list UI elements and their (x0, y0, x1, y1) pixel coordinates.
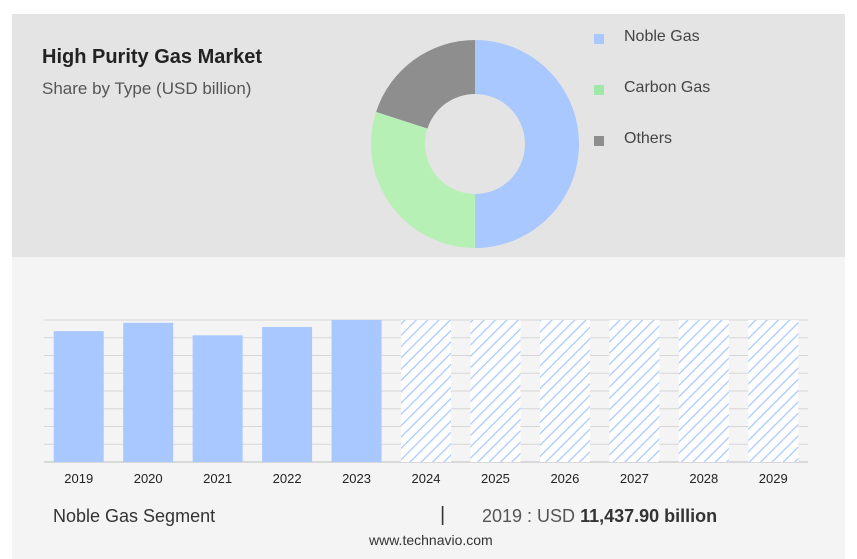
donut-slice-noble-gas[interactable] (475, 40, 579, 248)
source-url[interactable]: www.technavio.com (369, 532, 493, 548)
bar-2020[interactable] (123, 322, 174, 462)
x-tick-2020: 2020 (134, 471, 163, 486)
bar-2019[interactable] (53, 331, 104, 462)
donut-slice-carbon-gas[interactable] (370, 111, 475, 248)
segment-label: Noble Gas Segment (53, 506, 216, 526)
legend-label-carbon-gas: Carbon Gas (624, 79, 711, 96)
chart-title: High Purity Gas Market (42, 46, 263, 68)
x-tick-2023: 2023 (342, 471, 371, 486)
legend-swatch-noble-gas (594, 34, 604, 44)
x-tick-2025: 2025 (481, 471, 510, 486)
legend-swatch-carbon-gas (594, 85, 604, 95)
donut-slice-others[interactable] (376, 40, 475, 129)
x-tick-2019: 2019 (64, 471, 93, 486)
x-tick-2028: 2028 (689, 471, 718, 486)
bar-2023[interactable] (331, 320, 382, 462)
x-tick-2022: 2022 (273, 471, 302, 486)
x-tick-2029: 2029 (759, 471, 788, 486)
separator: | (440, 504, 446, 526)
legend-label-noble-gas: Noble Gas (624, 28, 700, 45)
x-tick-2021: 2021 (203, 471, 232, 486)
x-tick-2027: 2027 (620, 471, 649, 486)
legend-label-others: Others (624, 130, 673, 147)
forecast-bar-2026[interactable] (539, 320, 590, 462)
chart-subtitle: Share by Type (USD billion) (42, 79, 252, 98)
forecast-bar-2028[interactable] (678, 320, 729, 462)
bar-2021[interactable] (192, 335, 243, 462)
forecast-bar-2025[interactable] (470, 320, 521, 462)
forecast-bar-2024[interactable] (401, 320, 451, 462)
segment-value-prefix: 2019 : USD (482, 506, 581, 526)
forecast-bar-2029[interactable] (748, 320, 799, 462)
segment-value: 2019 : USD 11,437.90 billion (482, 506, 717, 527)
forecast-bar-2027[interactable] (609, 320, 660, 462)
bar-2022[interactable] (262, 326, 313, 462)
x-tick-2026: 2026 (550, 471, 579, 486)
x-tick-2024: 2024 (412, 471, 441, 486)
segment-value-amount: 11,437.90 billion (580, 506, 718, 526)
legend-swatch-others (594, 136, 604, 146)
